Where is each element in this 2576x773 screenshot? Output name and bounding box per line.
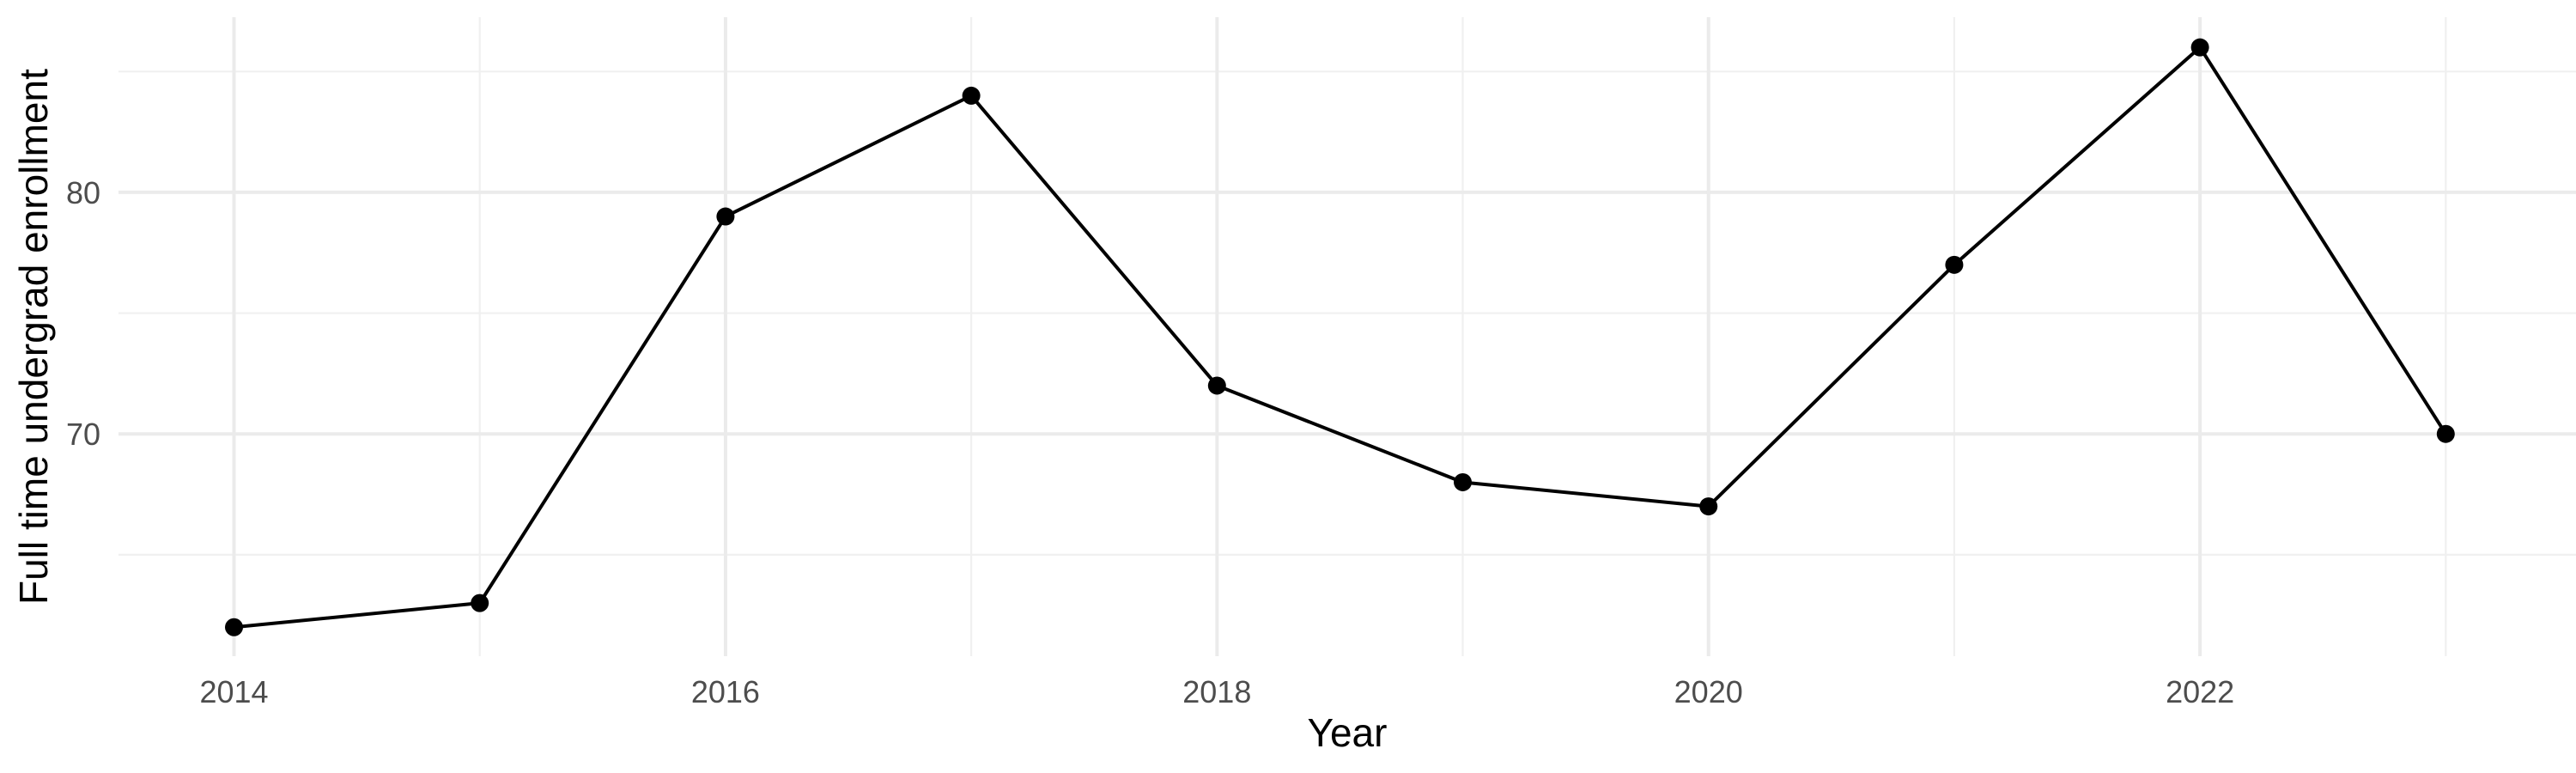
x-tick-label: 2016: [691, 674, 760, 709]
y-tick-label: 80: [66, 175, 100, 210]
y-tick-label: 70: [66, 417, 100, 452]
data-point: [962, 86, 981, 105]
x-tick-label: 2022: [2166, 674, 2234, 709]
data-point: [2190, 38, 2209, 57]
data-point: [471, 593, 489, 612]
series-line: [232, 46, 2448, 630]
data-point: [1699, 497, 1718, 516]
data-point: [225, 618, 244, 636]
x-axis-title: Year: [1307, 710, 1388, 755]
data-point: [2436, 424, 2455, 443]
data-point: [1207, 376, 1226, 395]
x-tick-label: 2018: [1182, 674, 1251, 709]
data-point: [716, 207, 735, 226]
x-tick-label: 2020: [1674, 674, 1743, 709]
data-point: [1454, 472, 1473, 491]
y-axis-title: Full time undergrad enrollment: [11, 69, 56, 605]
x-tick-label: 2014: [199, 674, 268, 709]
data-point: [1945, 255, 1964, 274]
